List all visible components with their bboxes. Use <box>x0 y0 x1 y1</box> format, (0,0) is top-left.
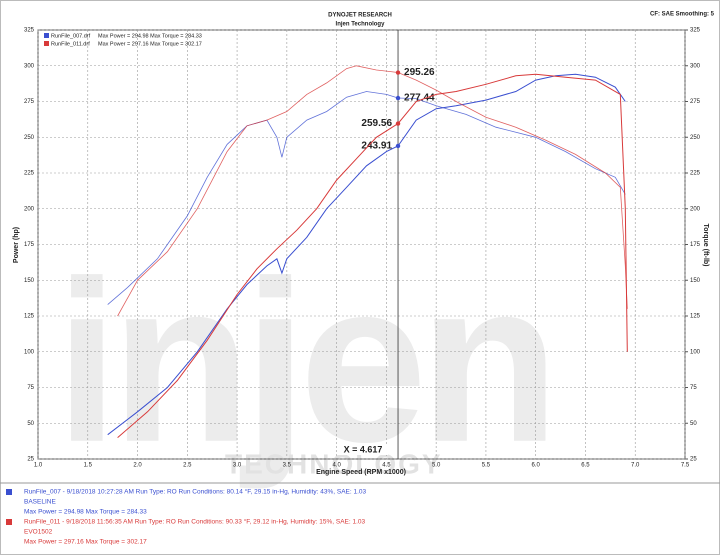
y2-tick-label: 125 <box>690 314 701 320</box>
y-tick-label: 150 <box>24 278 35 284</box>
y-tick-label: 275 <box>24 99 35 105</box>
cursor-dot <box>395 121 401 126</box>
watermark-sub: TECHNOLOGY <box>225 448 443 479</box>
y2-tick-label: 25 <box>690 457 697 463</box>
cursor-readout: 277.44 <box>404 93 435 104</box>
x-tick-label: 7.0 <box>631 463 640 469</box>
x-axis-title: Engine Speed (RPM x1000) <box>316 469 406 476</box>
torque-line <box>117 65 628 317</box>
y2-tick-label: 250 <box>690 135 701 141</box>
x-tick-label: 4.5 <box>382 463 391 469</box>
x-tick-label: 1.5 <box>84 463 93 469</box>
torque-line <box>107 91 626 305</box>
y2-tick-label: 175 <box>690 242 701 248</box>
watermark: injen <box>55 233 552 490</box>
y2-tick-label: 225 <box>690 171 701 177</box>
y2-tick-label: 200 <box>690 206 701 212</box>
y2-tick-label: 50 <box>690 421 697 427</box>
y-tick-label: 100 <box>24 349 35 355</box>
run-stats: Max Power = 297.16 Max Torque = 302.17 <box>24 539 147 546</box>
cursor-readout: 295.26 <box>404 67 435 78</box>
x-tick-label: 3.0 <box>233 463 242 469</box>
run-info: RunFile_011 - 9/18/2018 11:56:35 AM Run … <box>24 518 366 526</box>
title: DYNOJET RESEARCH <box>328 13 392 19</box>
x-tick-label: 6.5 <box>581 463 590 469</box>
y2-tick-label: 150 <box>690 278 701 284</box>
y2-axis-title: Torque (ft-lb) <box>702 223 709 266</box>
cursor-readout: 243.91 <box>361 141 392 152</box>
x-tick-label: 7.5 <box>681 463 690 469</box>
info-swatch <box>6 489 12 495</box>
y2-tick-label: 275 <box>690 99 701 105</box>
y-tick-label: 200 <box>24 206 35 212</box>
y-tick-label: 250 <box>24 135 35 141</box>
x-tick-label: 3.5 <box>283 463 292 469</box>
y-tick-label: 75 <box>27 385 34 391</box>
run-label: BASELINE <box>24 499 56 506</box>
y2-tick-label: 100 <box>690 349 701 355</box>
legend-name: RunFile_007.drf <box>51 33 91 39</box>
y2-tick-label: 75 <box>690 385 697 391</box>
run-info: RunFile_007 - 9/18/2018 10:27:28 AM Run … <box>24 488 367 496</box>
cursor-label: X = 4.617 <box>344 444 383 454</box>
y-tick-label: 300 <box>24 63 35 69</box>
legend-stats: Max Power = 294.98 Max Torque = 284.33 <box>98 33 202 39</box>
subtitle: Injen Technology <box>336 22 386 28</box>
y2-tick-label: 325 <box>690 28 701 34</box>
x-tick-label: 5.0 <box>432 463 441 469</box>
x-tick-label: 1.0 <box>34 463 43 469</box>
power-line <box>107 73 626 436</box>
x-tick-label: 2.5 <box>183 463 192 469</box>
legend-swatch <box>44 41 49 46</box>
y-tick-label: 125 <box>24 314 35 320</box>
y-axis-title: Power (hp) <box>13 227 20 263</box>
settings-note: CF: SAE Smoothing: 5 <box>650 12 715 18</box>
info-swatch <box>6 519 12 525</box>
x-tick-label: 5.5 <box>482 463 491 469</box>
cursor-dot <box>395 95 401 101</box>
y-tick-label: 50 <box>27 421 34 427</box>
legend-stats: Max Power = 297.16 Max Torque = 302.17 <box>98 41 202 47</box>
y-tick-label: 325 <box>24 28 35 34</box>
cursor-readout: 259.56 <box>361 118 392 129</box>
legend-name: RunFile_011.drf <box>51 41 90 47</box>
y-tick-label: 25 <box>27 457 34 463</box>
run-label: EVO1502 <box>24 529 53 536</box>
run-stats: Max Power = 294.98 Max Torque = 284.33 <box>24 509 147 516</box>
y-tick-label: 225 <box>24 171 35 177</box>
y-tick-label: 175 <box>24 242 35 248</box>
cursor-label-bg <box>338 444 389 455</box>
x-tick-label: 2.0 <box>133 463 142 469</box>
power-line <box>117 73 628 438</box>
x-tick-label: 6.0 <box>532 463 541 469</box>
cursor-dot <box>395 143 401 149</box>
x-tick-label: 4.0 <box>332 463 341 469</box>
legend-swatch <box>44 33 49 38</box>
cursor-dot <box>395 70 401 75</box>
y2-tick-label: 300 <box>690 63 701 69</box>
